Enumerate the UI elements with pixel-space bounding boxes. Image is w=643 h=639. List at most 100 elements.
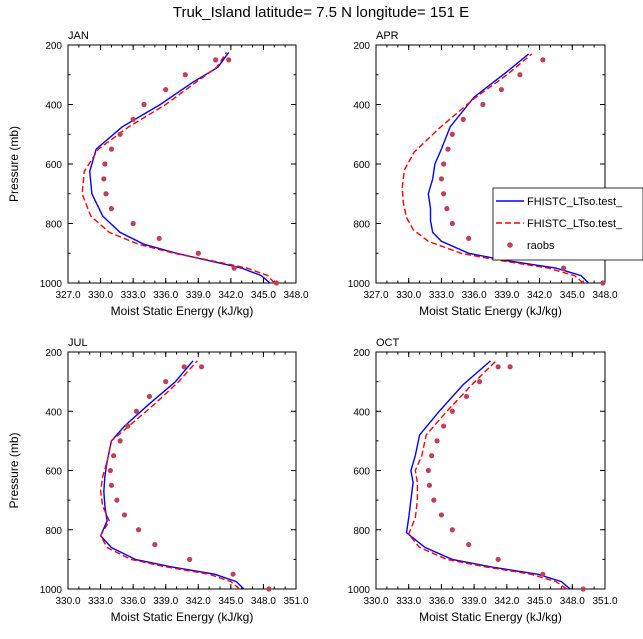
panel-title: OCT xyxy=(376,337,400,349)
raobs-point xyxy=(449,408,455,414)
raobs-point xyxy=(103,191,109,197)
raobs-point xyxy=(463,393,470,400)
x-tick-label: 333.0 xyxy=(429,290,454,301)
raobs-point xyxy=(273,280,280,286)
panel-jul: 330.0 333.0 336.0 339.0 342.0 345.0 348.0 351.0… xyxy=(7,337,309,624)
x-axis-label: Moist Static Energy (kJ/kg) xyxy=(111,304,254,318)
raobs-point xyxy=(108,206,115,212)
raobs-point xyxy=(163,379,169,385)
raobs-point xyxy=(495,556,501,562)
y-tick-label: 200 xyxy=(353,348,370,359)
x-tick-label: 330.0 xyxy=(396,290,421,301)
panel-apr: 327.0 330.0 333.0 336.0 339.0 342.0 345.0 348.0… xyxy=(348,30,618,318)
raobs-point xyxy=(444,206,450,212)
y-tick-label: 400 xyxy=(45,101,62,112)
raobs-point xyxy=(108,146,115,152)
raobs-point xyxy=(466,541,472,548)
x-tick-label: 348.0 xyxy=(560,596,585,607)
legend-label: FHISTC_LTso.test_ xyxy=(527,196,623,208)
x-tick-label: 339.0 xyxy=(186,290,211,301)
raobs-point xyxy=(125,423,131,429)
panel-oct: 330.0 333.0 336.0 339.0 342.0 345.0 348.0 351.0… xyxy=(348,337,618,624)
raobs-point xyxy=(429,453,435,459)
raobs-point xyxy=(198,364,205,370)
y-tick-label: 600 xyxy=(353,467,370,478)
series-line-blue xyxy=(99,360,245,590)
raobs-point xyxy=(425,467,431,474)
y-tick-label: 1000 xyxy=(348,585,371,596)
raobs-point xyxy=(121,512,128,518)
raobs-point xyxy=(507,364,513,370)
y-tick-label: 800 xyxy=(45,220,62,231)
raobs-point xyxy=(114,497,120,503)
x-tick-label: 327.0 xyxy=(363,290,388,301)
plot-frame xyxy=(67,44,297,284)
legend: FHISTC_LTso.test_ FHISTC_LTso.test_raobs xyxy=(492,187,643,261)
x-tick-label: 345.0 xyxy=(527,596,552,607)
x-tick-label: 336.0 xyxy=(153,290,178,301)
raobs-point xyxy=(187,556,193,562)
x-tick-label: 345.0 xyxy=(251,290,276,301)
raobs-point xyxy=(230,571,236,577)
y-tick-label: 400 xyxy=(353,407,370,418)
series-line-blue xyxy=(88,51,271,284)
raobs-point xyxy=(449,527,455,533)
raobs-point xyxy=(152,541,158,548)
series-line-red-dashed xyxy=(407,360,568,590)
x-tick-label: 339.0 xyxy=(462,596,487,607)
raobs-point xyxy=(445,146,451,152)
raobs-point xyxy=(449,220,455,227)
raobs-point xyxy=(117,131,123,137)
x-tick-label: 333.0 xyxy=(88,596,113,607)
panel-title: JAN xyxy=(68,30,89,42)
y-tick-label: 600 xyxy=(353,160,370,171)
y-axis-label: Pressure (mb) xyxy=(7,432,21,508)
x-tick-label: 333.0 xyxy=(396,596,421,607)
x-tick-label: 336.0 xyxy=(429,596,454,607)
panel-jan: 327.0 330.0 333.0 336.0 339.0 342.0 345.0 348.0… xyxy=(7,30,309,318)
y-tick-label: 800 xyxy=(353,526,370,537)
x-tick-label: 336.0 xyxy=(462,290,487,301)
x-tick-label: 330.0 xyxy=(55,596,80,607)
raobs-point xyxy=(434,438,440,444)
x-tick-label: 351.0 xyxy=(283,596,308,607)
y-tick-label: 1000 xyxy=(348,279,371,290)
x-axis-label: Moist Static Energy (kJ/kg) xyxy=(419,304,562,318)
raobs-point xyxy=(266,586,272,592)
legend-label: FHISTC_LTso.test_ xyxy=(527,218,623,230)
raobs-point xyxy=(213,57,219,63)
x-tick-label: 339.0 xyxy=(153,596,178,607)
raobs-point xyxy=(107,467,113,474)
raobs-point xyxy=(460,116,466,122)
raobs-point xyxy=(156,235,162,241)
x-tick-label: 330.0 xyxy=(88,290,113,301)
x-tick-label: 330.0 xyxy=(363,596,388,607)
legend-marker xyxy=(507,242,513,248)
series-line-red-dashed xyxy=(99,360,240,590)
raobs-point xyxy=(146,393,153,400)
y-tick-label: 1000 xyxy=(40,585,63,596)
x-tick-label: 348.0 xyxy=(251,596,276,607)
raobs-point xyxy=(438,512,445,518)
raobs-point xyxy=(108,482,115,488)
raobs-point xyxy=(498,87,505,93)
raobs-point xyxy=(476,379,483,385)
panel-title: APR xyxy=(376,30,399,42)
figure-title: Truk_Island latitude= 7.5 N longitude= 1… xyxy=(173,4,469,21)
raobs-point xyxy=(135,527,142,533)
raobs-point xyxy=(111,453,117,459)
y-tick-label: 200 xyxy=(353,41,370,52)
raobs-point xyxy=(426,482,433,488)
raobs-point xyxy=(231,265,237,271)
y-tick-label: 200 xyxy=(45,41,62,52)
y-tick-label: 400 xyxy=(353,101,370,112)
series-line-red-dashed xyxy=(81,52,275,284)
x-tick-label: 345.0 xyxy=(560,290,585,301)
plot-frame xyxy=(67,351,297,590)
raobs-point xyxy=(130,116,136,122)
raobs-point xyxy=(438,176,445,182)
raobs-point xyxy=(540,571,546,577)
series-line-blue xyxy=(427,53,590,284)
raobs-point xyxy=(517,72,523,78)
